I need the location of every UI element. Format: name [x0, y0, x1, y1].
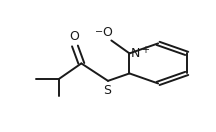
Text: N: N	[130, 47, 140, 60]
Text: +: +	[141, 45, 149, 55]
Text: O: O	[103, 26, 112, 39]
Text: S: S	[103, 84, 111, 97]
Text: O: O	[69, 30, 79, 43]
Text: −: −	[95, 27, 103, 37]
